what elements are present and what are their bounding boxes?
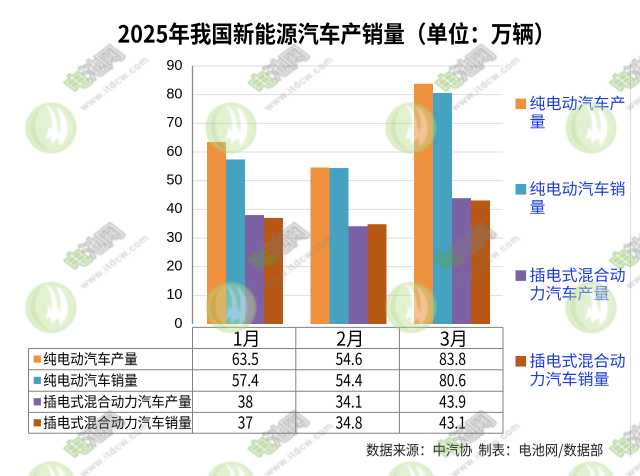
svg-text:30: 30 — [166, 230, 182, 246]
svg-text:20: 20 — [166, 259, 182, 275]
svg-text:0: 0 — [174, 316, 182, 332]
svg-text:80: 80 — [166, 87, 182, 103]
svg-text:50: 50 — [166, 173, 182, 189]
svg-text:40: 40 — [166, 201, 182, 217]
svg-text:70: 70 — [166, 115, 182, 131]
svg-text:90: 90 — [166, 58, 182, 74]
svg-text:60: 60 — [166, 144, 182, 160]
svg-text:10: 10 — [166, 287, 182, 303]
